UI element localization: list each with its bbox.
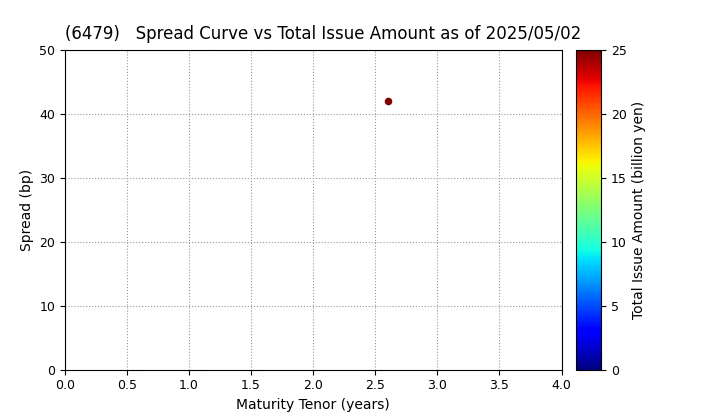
Point — [382, 98, 393, 105]
Y-axis label: Spread (bp): Spread (bp) — [19, 169, 34, 251]
Text: (6479)   Spread Curve vs Total Issue Amount as of 2025/05/02: (6479) Spread Curve vs Total Issue Amoun… — [65, 25, 581, 43]
X-axis label: Maturity Tenor (years): Maturity Tenor (years) — [236, 398, 390, 412]
Y-axis label: Total Issue Amount (billion yen): Total Issue Amount (billion yen) — [632, 101, 647, 319]
